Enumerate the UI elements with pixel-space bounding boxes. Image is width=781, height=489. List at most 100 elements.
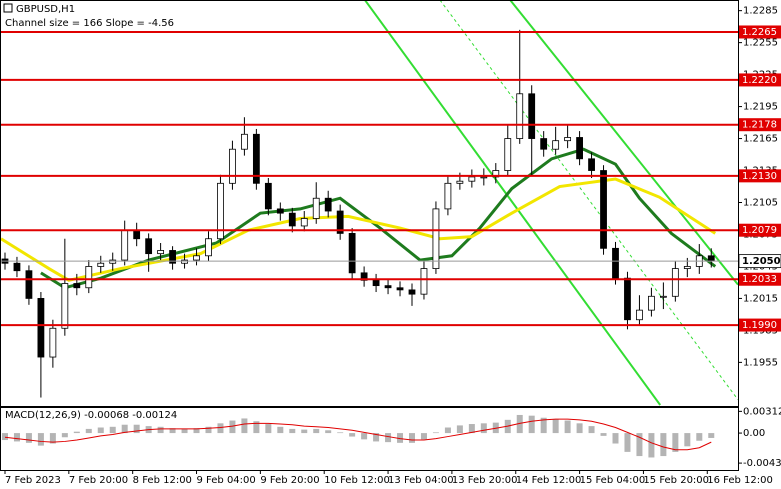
candle-body xyxy=(396,287,404,291)
histogram-bar xyxy=(97,427,104,434)
x-tick-label: 8 Feb 12:00 xyxy=(133,475,192,486)
candle-body xyxy=(300,218,308,227)
candle-body xyxy=(504,138,512,171)
candle-body xyxy=(564,137,572,142)
main-frame xyxy=(0,0,739,407)
histogram-bar xyxy=(313,428,320,434)
y-tick-label: -0.00431 xyxy=(743,458,781,469)
histogram-bar xyxy=(432,432,439,434)
candle-body xyxy=(264,182,272,210)
candle-body xyxy=(133,229,141,240)
y-tick-label: 1.1955 xyxy=(743,357,778,368)
histogram-bar xyxy=(600,433,607,436)
histogram-bar xyxy=(205,426,212,434)
histogram-bar xyxy=(684,433,691,447)
candle-body xyxy=(348,233,356,274)
candle-body xyxy=(648,295,655,311)
x-tick-label: 9 Feb 20:00 xyxy=(260,475,319,486)
current-price-box xyxy=(738,254,781,269)
histogram-bar xyxy=(696,433,703,441)
candle-body xyxy=(659,295,667,298)
histogram-bar xyxy=(181,428,188,434)
histogram-bar xyxy=(636,433,643,457)
x-tick-label: 14 Feb 12:00 xyxy=(516,475,582,486)
candle-body xyxy=(671,268,679,297)
histogram-bar xyxy=(468,424,475,434)
histogram-bar xyxy=(73,431,80,434)
candle-body xyxy=(528,93,536,139)
histogram-bar xyxy=(121,424,128,434)
histogram-bar xyxy=(301,429,308,434)
candle-body xyxy=(360,272,368,281)
candle-body xyxy=(49,327,57,358)
x-tick-label: 9 Feb 04:00 xyxy=(197,475,256,486)
histogram-bar xyxy=(37,433,44,446)
histogram-bar xyxy=(25,433,32,443)
x-tick-label: 16 Feb 12:00 xyxy=(707,475,773,486)
candle-body xyxy=(468,176,476,182)
level-label: 1.2265 xyxy=(742,27,777,38)
histogram-bar xyxy=(325,430,332,434)
histogram-bar xyxy=(373,433,380,442)
x-tick-label: 15 Feb 20:00 xyxy=(643,475,709,486)
candle-body xyxy=(624,277,631,321)
candle-body xyxy=(169,250,176,264)
candle-body xyxy=(97,262,105,267)
candle-body xyxy=(612,247,619,279)
candle-body xyxy=(552,140,560,150)
y-tick-label: 1.2255 xyxy=(743,38,778,49)
histogram-bar xyxy=(672,433,679,452)
histogram-bar xyxy=(49,433,56,444)
histogram-bar xyxy=(265,424,272,434)
candle-body xyxy=(276,208,284,214)
histogram-bar xyxy=(444,427,451,434)
histogram-bar xyxy=(133,424,140,434)
candle-body xyxy=(109,259,117,264)
level-label-box xyxy=(739,318,781,332)
histogram-bar xyxy=(540,417,547,434)
histogram-bar xyxy=(397,433,404,443)
y-tick-label: 1.2165 xyxy=(743,134,778,145)
histogram-bar xyxy=(648,433,655,458)
candle-body xyxy=(85,266,93,289)
histogram-bar xyxy=(420,433,427,440)
histogram-bar xyxy=(660,433,667,457)
histogram-bar xyxy=(349,433,356,437)
histogram-bar xyxy=(337,432,344,434)
candle-body xyxy=(456,180,464,184)
candle-body xyxy=(13,262,21,272)
candle-body xyxy=(408,289,416,295)
y-tick-label: 1.2195 xyxy=(743,102,778,113)
candle-body xyxy=(432,208,440,269)
candle-body xyxy=(372,279,380,287)
candle-body xyxy=(229,148,236,184)
histogram-bar xyxy=(13,433,20,442)
histogram-bar xyxy=(480,423,487,434)
sub-frame xyxy=(0,407,739,471)
y-tick-label: 1.2015 xyxy=(743,293,778,304)
histogram-bar xyxy=(516,414,523,434)
candle-body xyxy=(181,259,188,264)
macd-title: MACD(12,26,9) -0.00068 -0.00124 xyxy=(5,410,177,421)
candle-body xyxy=(420,268,428,295)
candle-body xyxy=(480,176,488,179)
histogram-bar xyxy=(193,428,200,434)
level-label-box xyxy=(739,223,781,237)
histogram-bar xyxy=(217,423,224,434)
histogram-bar xyxy=(61,433,68,438)
candle-body xyxy=(217,182,224,240)
x-tick-label: 15 Feb 04:00 xyxy=(580,475,646,486)
histogram-bar xyxy=(277,426,284,434)
candle-body xyxy=(600,170,607,249)
level-label: 1.2178 xyxy=(742,120,777,131)
level-label: 1.1990 xyxy=(742,320,777,331)
candle-body xyxy=(516,93,524,139)
x-tick-label: 7 Feb 2023 xyxy=(5,475,61,486)
level-label: 1.2220 xyxy=(742,75,777,86)
histogram-bar xyxy=(361,433,368,440)
level-label-box xyxy=(739,118,781,132)
histogram-bar xyxy=(708,433,715,438)
histogram-bar xyxy=(229,420,236,434)
histogram-bar xyxy=(289,428,296,434)
